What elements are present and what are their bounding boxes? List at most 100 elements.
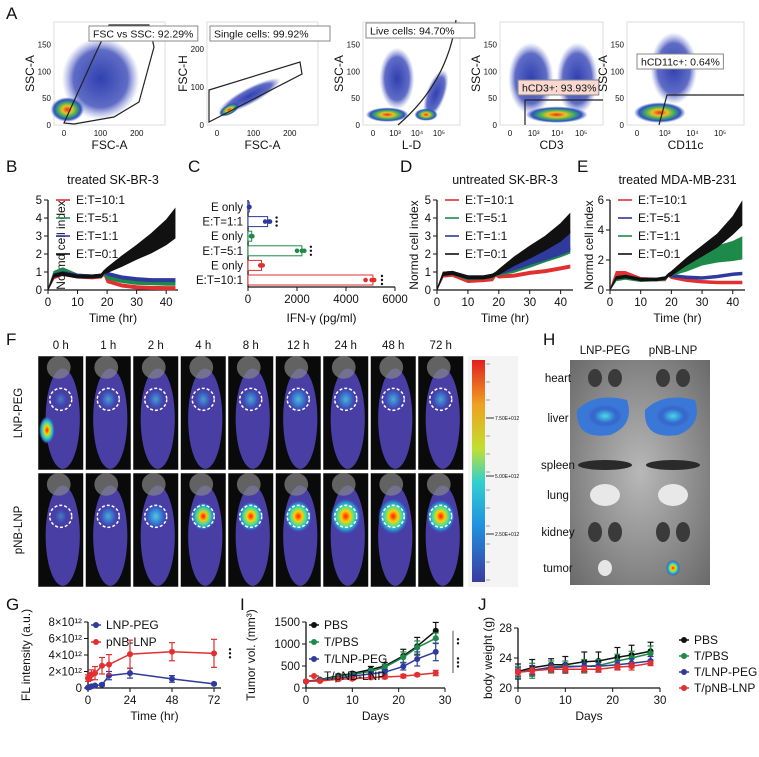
fluorescence-signal xyxy=(426,499,456,534)
x-tick-label: 0 xyxy=(245,294,251,306)
chart-title: treated SK-BR-3 xyxy=(67,173,159,187)
x-tick-label: 10⁵ xyxy=(575,129,587,138)
y-tick-label: 150 xyxy=(484,41,498,50)
y-tick-label: 100 xyxy=(191,83,205,92)
fluorescence-signal xyxy=(146,388,165,410)
legend-label: E:T=0:1 xyxy=(76,247,119,261)
x-axis-label: Days xyxy=(362,709,389,723)
significance-mark xyxy=(275,224,278,227)
panel-label-c: C xyxy=(188,157,200,176)
significance-mark xyxy=(456,665,460,668)
legend-label: E:T=10:1 xyxy=(638,193,687,207)
data-point xyxy=(400,663,407,670)
category-label: E only xyxy=(211,231,243,243)
row-label: LNP-PEG xyxy=(13,388,25,439)
cell-population xyxy=(50,97,84,122)
heart-organ xyxy=(656,369,670,387)
timepoint-label: 1 h xyxy=(100,340,116,352)
chart-c: 0 2000 4000 6000 IFN-γ (pg/ml) E only E:T=1:1 E… xyxy=(196,200,408,325)
fluorescence-signal xyxy=(383,387,404,412)
column-label: pNB-LNP xyxy=(649,345,698,357)
mouse-body xyxy=(330,368,365,469)
colorbar xyxy=(472,360,485,582)
x-axis-label: Time (hr) xyxy=(653,311,701,325)
tumor-circle-marker xyxy=(144,504,168,529)
y-tick-label: 1000 xyxy=(274,639,300,651)
category-label: E:T=10:1 xyxy=(196,275,243,287)
mouse-body xyxy=(45,368,80,469)
mouse-body xyxy=(235,485,270,586)
y-tick-label: 0 xyxy=(493,121,498,130)
organ-label: heart xyxy=(545,373,572,385)
y-tick-label: 2 xyxy=(598,255,604,267)
panel-label-h: H xyxy=(543,330,555,349)
x-tick-label: 4000 xyxy=(333,294,359,306)
legend-label: PBS xyxy=(694,633,718,647)
mouse-body xyxy=(140,485,175,586)
significance-mark xyxy=(309,245,313,248)
data-point xyxy=(262,219,268,224)
chart-i: 0 10 20 30 0 500 1000 1500 Days Tumor vol. (mm³) P… xyxy=(244,609,460,723)
x-tick-label: 0 xyxy=(62,129,67,138)
x-axis-label: FSC-A xyxy=(245,138,281,152)
kidney-organ xyxy=(676,522,690,542)
data-point xyxy=(99,681,105,688)
x-axis-label: IFN-γ (pg/ml) xyxy=(287,311,357,325)
data-point xyxy=(169,648,175,655)
heart-organ xyxy=(608,369,622,387)
legend-marker xyxy=(681,653,687,659)
row-label: pNB-LNP xyxy=(13,505,25,554)
tumor-circle-marker xyxy=(239,504,263,529)
flow-plot: FSC vs SSC: 92.29% 0 100 200 0 50 100 150 FSC-A S… xyxy=(23,21,199,152)
y-tick-label: 1500 xyxy=(274,617,300,629)
mouse-body xyxy=(378,368,413,469)
legend-marker xyxy=(681,637,687,643)
data-point xyxy=(595,666,602,673)
data-point xyxy=(335,676,342,683)
y-tick-label: 4×10¹² xyxy=(48,650,82,662)
cell-population xyxy=(525,106,588,123)
fluorescence-signal xyxy=(190,501,216,532)
mouse-body xyxy=(188,368,223,469)
x-tick-label: 30 xyxy=(130,297,143,309)
y-tick-label: 4 xyxy=(598,225,605,237)
gate-label: FSC vs SSC: 92.29% xyxy=(93,29,193,41)
timepoint-label: 8 h xyxy=(243,340,259,352)
legend-label: E:T=10:1 xyxy=(76,193,125,207)
kidney-organ xyxy=(588,522,602,542)
y-axis-label: Normd cell index xyxy=(407,200,421,289)
gate-label-box xyxy=(209,25,331,42)
organ-label: spleen xyxy=(541,460,575,472)
legend-label: T/pNB-LNP xyxy=(324,669,385,683)
data-point xyxy=(267,219,273,224)
legend-label: T/PBS xyxy=(694,649,729,663)
chart-e: 0 10 20 30 40 0 2 4 6 Time (hr) Normd cell index tr… xyxy=(582,173,745,325)
organ-label: liver xyxy=(547,413,568,425)
x-axis-label: L-D xyxy=(402,138,422,152)
x-tick-label: 0 xyxy=(635,129,640,138)
y-tick-label: 28 xyxy=(499,623,512,635)
y-tick-label: 6×10¹² xyxy=(48,634,82,646)
data-point xyxy=(414,644,421,651)
fluorescence-signal xyxy=(335,386,357,412)
y-tick-label: 24 xyxy=(499,653,512,665)
tumor-circle-marker xyxy=(144,387,168,412)
fluorescence-signal xyxy=(287,386,310,413)
y-tick-label: 50 xyxy=(42,94,51,103)
fluorescence-signal xyxy=(237,500,264,532)
panel-labels: A B C D E F H G I J xyxy=(6,4,588,614)
data-point xyxy=(381,674,388,680)
x-tick-label: 40 xyxy=(160,297,173,309)
x-tick-label: 10³ xyxy=(659,129,671,138)
legend-marker xyxy=(311,622,317,628)
data-point xyxy=(211,650,217,657)
significance-mark xyxy=(380,278,384,282)
chart-b: 0 10 20 30 40 0 1 2 3 4 5 Time (hr) Normd cell index… xyxy=(36,173,178,325)
colorbar-tick-label: 2.50E+012 xyxy=(495,532,520,538)
fluorescence-signal xyxy=(53,391,68,408)
mouse-head xyxy=(284,473,309,496)
y-tick-label: 5 xyxy=(425,195,431,207)
chart-title: untreated SK-BR-3 xyxy=(452,173,558,187)
legend-label: T/pNB-LNP xyxy=(694,681,755,695)
